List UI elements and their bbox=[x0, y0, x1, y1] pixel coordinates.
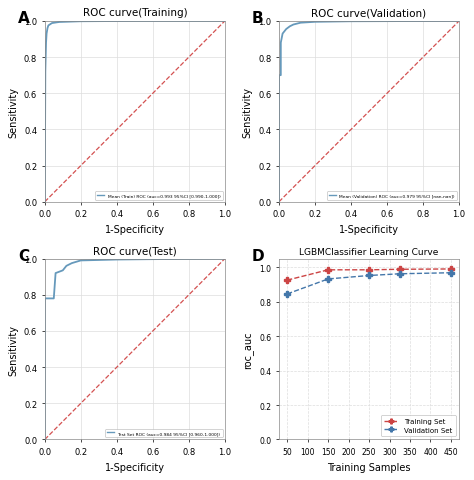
Title: ROC curve(Training): ROC curve(Training) bbox=[82, 8, 187, 18]
X-axis label: 1-Specificity: 1-Specificity bbox=[339, 225, 399, 234]
Legend: Mean (Train) ROC (auc=0.993 95%CI [0.990-1.000]): Mean (Train) ROC (auc=0.993 95%CI [0.990… bbox=[95, 192, 223, 200]
X-axis label: 1-Specificity: 1-Specificity bbox=[105, 225, 165, 234]
Y-axis label: Sensitivity: Sensitivity bbox=[9, 86, 18, 138]
Y-axis label: Sensitivity: Sensitivity bbox=[9, 324, 18, 375]
Y-axis label: roc_auc: roc_auc bbox=[244, 331, 254, 368]
Y-axis label: Sensitivity: Sensitivity bbox=[243, 86, 253, 138]
Title: ROC curve(Test): ROC curve(Test) bbox=[93, 246, 177, 255]
X-axis label: 1-Specificity: 1-Specificity bbox=[105, 462, 165, 472]
X-axis label: Training Samples: Training Samples bbox=[328, 462, 411, 472]
Text: D: D bbox=[252, 248, 264, 263]
Title: LGBMClassifier Learning Curve: LGBMClassifier Learning Curve bbox=[300, 248, 439, 257]
Title: ROC curve(Validation): ROC curve(Validation) bbox=[311, 8, 427, 18]
Text: B: B bbox=[252, 11, 264, 26]
Text: C: C bbox=[18, 248, 29, 263]
Legend: Mean (Validation) ROC (auc=0.979 95%CI [nan-nan]): Mean (Validation) ROC (auc=0.979 95%CI [… bbox=[327, 192, 457, 200]
Legend: Test Set ROC (auc=0.984 95%CI [0.960-1.000]): Test Set ROC (auc=0.984 95%CI [0.960-1.0… bbox=[105, 429, 223, 437]
Text: A: A bbox=[18, 11, 29, 26]
Legend: Training Set, Validation Set: Training Set, Validation Set bbox=[381, 415, 456, 436]
